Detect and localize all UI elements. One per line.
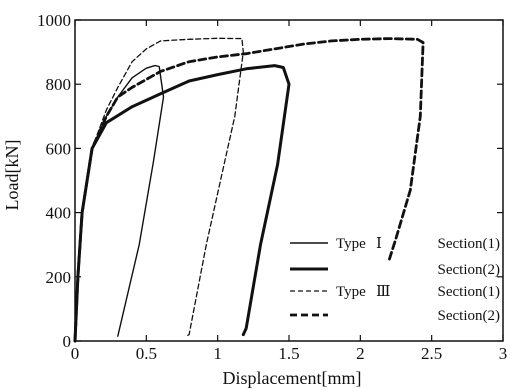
series-line-dashed-thick xyxy=(73,37,425,343)
y-tick-label: 600 xyxy=(46,139,72,158)
legend-type-label: Type xyxy=(336,284,366,300)
y-tick-label: 0 xyxy=(63,332,72,351)
y-tick-label: 200 xyxy=(46,268,72,287)
x-tick-label: 1 xyxy=(213,344,222,363)
y-tick-label: 400 xyxy=(46,204,72,223)
x-tick-label: 0 xyxy=(71,344,80,363)
x-tick-label: 1.5 xyxy=(278,344,299,363)
legend-type-label: Type xyxy=(336,236,366,252)
x-axis-title: Displacement[mm] xyxy=(223,368,362,388)
legend-section-label: Section(1) xyxy=(438,284,500,300)
legend-section-label: Section(1) xyxy=(438,236,500,252)
x-tick-label: 2 xyxy=(356,344,365,363)
x-tick-label: 0.5 xyxy=(136,344,157,363)
x-tick-label: 3 xyxy=(499,344,508,363)
x-tick-label: 2.5 xyxy=(421,344,442,363)
legend-section-label: Section(2) xyxy=(438,308,500,324)
legend-type-numeral: Ⅰ xyxy=(376,236,382,252)
y-tick-label: 800 xyxy=(46,75,72,94)
ticks-layer: 0 0.5 1 1.5 2 2.5 3 0 200 400 600 800 1000 xyxy=(37,11,507,363)
legend-type-numeral: Ⅲ xyxy=(376,284,390,300)
series-line-solid-thin xyxy=(74,64,165,342)
series-layer xyxy=(73,37,425,343)
y-tick-label: 1000 xyxy=(37,11,71,30)
series-line-dashed-thin xyxy=(74,37,244,342)
legend-section-label: Section(2) xyxy=(438,262,500,278)
legend: Type Ⅰ Section(1) Section(2) Type Ⅲ Section(1)… xyxy=(290,236,500,324)
series-line-solid-thick xyxy=(73,64,291,343)
y-axis-title: Load[kN] xyxy=(2,140,22,211)
